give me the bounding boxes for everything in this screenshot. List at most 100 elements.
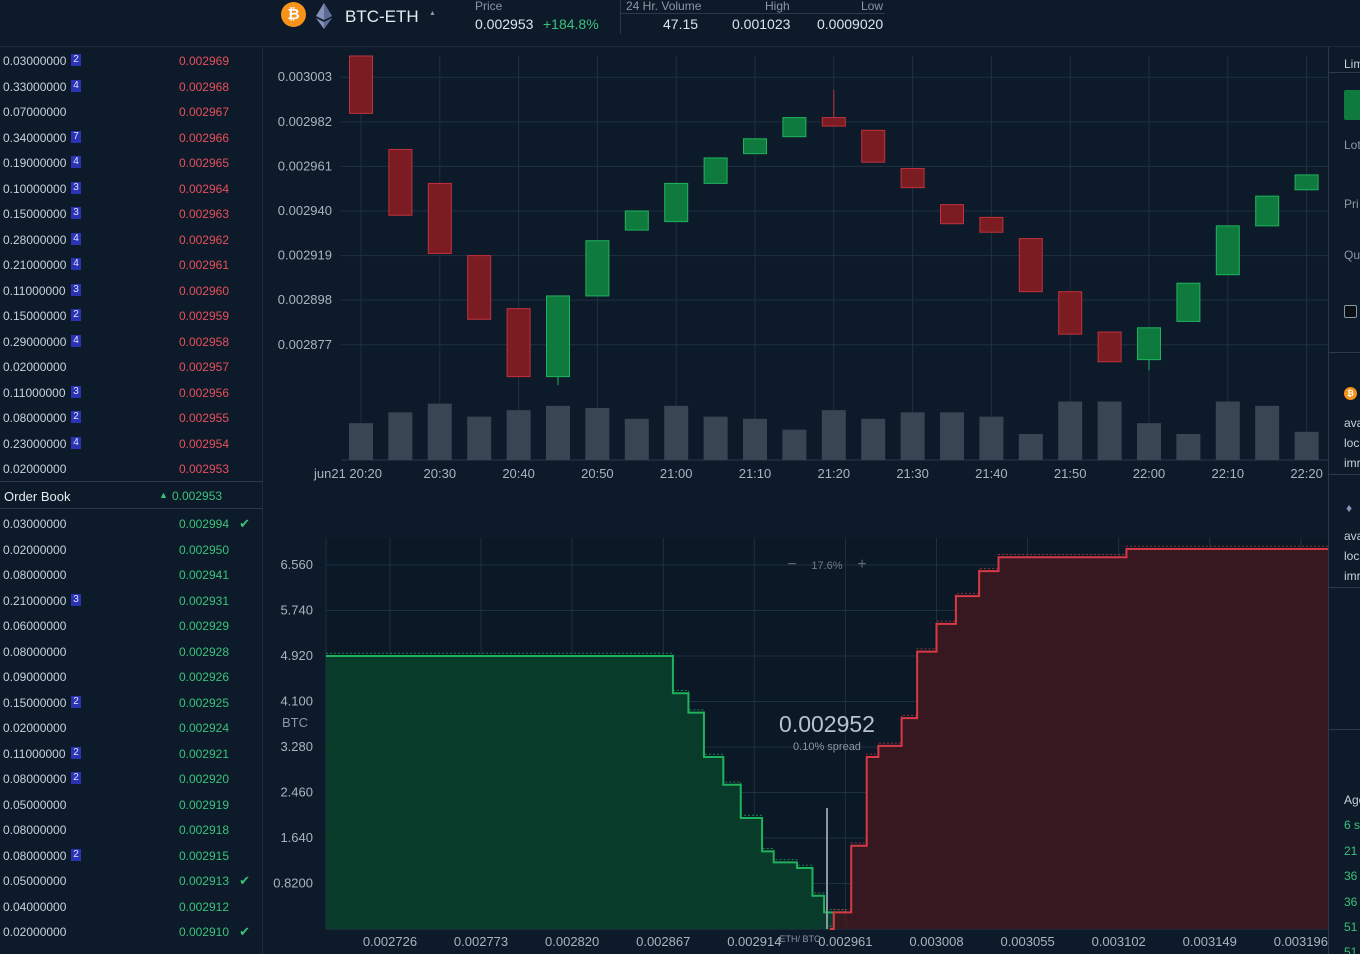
- panel-label: Qu: [1344, 248, 1360, 262]
- panel-divider: [1329, 352, 1360, 353]
- bid-row[interactable]: 0.03000000 0.002994 ✔: [0, 511, 263, 536]
- ask-row[interactable]: 0.15000000 3 0.002963: [0, 201, 263, 226]
- bid-row[interactable]: 0.08000000 2 0.002920: [0, 766, 263, 791]
- ask-row[interactable]: 0.11000000 3 0.002960: [0, 278, 263, 303]
- zoom-in-button[interactable]: +: [857, 556, 866, 573]
- order-price: 0.002957: [178, 360, 229, 374]
- y-tick-label: 0.002940: [278, 203, 332, 218]
- depth-y-label: BTC: [282, 715, 308, 730]
- price-label: Price: [475, 0, 503, 13]
- candle[interactable]: [1176, 282, 1201, 322]
- ask-row[interactable]: 0.23000000 4 0.002954: [0, 431, 263, 456]
- bid-row[interactable]: 0.08000000 0.002918: [0, 817, 263, 842]
- ask-row[interactable]: 0.10000000 3 0.002964: [0, 176, 263, 201]
- order-price: 0.002953: [178, 462, 229, 476]
- candle[interactable]: [624, 210, 649, 231]
- order-qty: 0.21000000: [3, 593, 67, 608]
- ask-row[interactable]: 0.07000000 0.002967: [0, 99, 263, 124]
- candle[interactable]: [703, 157, 728, 184]
- order-qty: 0.33000000: [3, 79, 67, 94]
- ask-row[interactable]: 0.34000000 7 0.002966: [0, 125, 263, 150]
- bid-row[interactable]: 0.15000000 2 0.002925: [0, 690, 263, 715]
- bid-row[interactable]: 0.08000000 2 0.002915: [0, 843, 263, 868]
- depth-areas: [326, 545, 1328, 930]
- candle[interactable]: [585, 240, 610, 297]
- candlestick-chart[interactable]: 0.003003 0.002982 0.002961 0.002940 0.002919…: [264, 48, 1328, 538]
- candle[interactable]: [1018, 238, 1043, 293]
- candle[interactable]: [427, 182, 452, 254]
- bid-row[interactable]: 0.08000000 0.002941: [0, 562, 263, 587]
- candle[interactable]: [1255, 195, 1280, 227]
- ask-row[interactable]: 0.02000000 0.002957: [0, 354, 263, 379]
- candle[interactable]: [1137, 327, 1161, 361]
- pair-selector[interactable]: BTC-ETH: [345, 7, 419, 27]
- bid-row[interactable]: 0.06000000 0.002929: [0, 613, 263, 638]
- ask-row[interactable]: 0.15000000 2 0.002959: [0, 303, 263, 328]
- ethereum-icon: [316, 3, 332, 29]
- bid-row[interactable]: 0.02000000 0.002950: [0, 537, 263, 562]
- volume-value: 47.15: [663, 16, 699, 32]
- bid-row[interactable]: 0.11000000 2 0.002921: [0, 741, 263, 766]
- x-tick-label: 21:00: [660, 466, 693, 481]
- volume-bar: [743, 418, 767, 460]
- panel-label: loc: [1344, 549, 1360, 563]
- x-tick-label: 20:30: [424, 466, 457, 481]
- buy-button[interactable]: [1344, 90, 1360, 120]
- candle[interactable]: [546, 295, 570, 378]
- candle-x-ticks: jun21 20:20 20:30 20:40 20:50 21:00 21:10 21:2…: [313, 466, 1323, 481]
- order-count-badge: 2: [71, 54, 81, 66]
- order-price: 0.002926: [178, 670, 229, 684]
- order-qty: 0.02000000: [3, 925, 67, 939]
- ask-row[interactable]: 0.08000000 2 0.002955: [0, 405, 263, 430]
- bid-row[interactable]: 0.09000000 0.002926: [0, 664, 263, 689]
- order-book-mid-price: 0.002953: [172, 489, 223, 503]
- ask-row[interactable]: 0.33000000 4 0.002968: [0, 74, 263, 99]
- candle[interactable]: [1097, 331, 1122, 363]
- ask-row[interactable]: 0.21000000 4 0.002961: [0, 252, 263, 277]
- option-checkbox[interactable]: [1344, 305, 1357, 318]
- depth-chart[interactable]: 6.560 5.740 4.920 4.100 3.280 2.460 1.640 0.820…: [264, 538, 1328, 954]
- candle[interactable]: [743, 138, 767, 155]
- candle[interactable]: [506, 308, 531, 378]
- order-book-title: Order Book: [4, 489, 71, 504]
- candle[interactable]: [900, 168, 925, 189]
- order-price: 0.002956: [178, 385, 229, 400]
- candle[interactable]: [1058, 291, 1083, 335]
- x-tick-label: 0.002773: [454, 934, 508, 949]
- candle[interactable]: [1215, 225, 1240, 276]
- candle[interactable]: [467, 255, 492, 320]
- ask-row[interactable]: 0.03000000 2 0.002969: [0, 48, 263, 73]
- ask-row[interactable]: 0.29000000 4 0.002958: [0, 329, 263, 354]
- bid-row[interactable]: 0.02000000 0.002924: [0, 715, 263, 740]
- ask-row[interactable]: 0.28000000 4 0.002962: [0, 227, 263, 252]
- zoom-out-button[interactable]: −: [787, 556, 796, 573]
- bid-row[interactable]: 0.04000000 0.002912: [0, 894, 263, 919]
- bid-row[interactable]: 0.21000000 3 0.002931: [0, 588, 263, 613]
- caret-up-icon[interactable]: ▲: [429, 10, 436, 17]
- order-qty: 0.11000000: [3, 283, 66, 298]
- panel-divider: [1329, 587, 1360, 588]
- volume-bar: [467, 416, 492, 460]
- candle[interactable]: [782, 117, 807, 138]
- bid-row[interactable]: 0.05000000 0.002913 ✔: [0, 868, 263, 893]
- ask-row[interactable]: 0.11000000 3 0.002956: [0, 380, 263, 405]
- bid-row[interactable]: 0.08000000 0.002928: [0, 639, 263, 664]
- order-count-badge: 2: [71, 772, 81, 784]
- candle[interactable]: [664, 182, 689, 223]
- volume-bar: [1255, 405, 1280, 460]
- candle[interactable]: [979, 216, 1004, 233]
- bid-row[interactable]: 0.02000000 0.002910 ✔: [0, 919, 263, 944]
- order-count-badge: 3: [71, 283, 81, 296]
- candle[interactable]: [1294, 174, 1319, 191]
- ask-row[interactable]: 0.19000000 4 0.002965: [0, 150, 263, 175]
- candle[interactable]: [388, 148, 413, 216]
- candle[interactable]: [821, 117, 846, 127]
- candle[interactable]: [349, 55, 373, 114]
- candle[interactable]: [861, 129, 886, 163]
- bid-row[interactable]: 0.05000000 0.002919: [0, 792, 263, 817]
- candle[interactable]: [940, 204, 964, 225]
- order-book: 0.03000000 2 0.002969 0.33000000 4 0.002968 0.…: [0, 47, 263, 954]
- ask-row[interactable]: 0.02000000 0.002953: [0, 456, 263, 481]
- volume-label: 24 Hr. Volume: [626, 0, 702, 13]
- volume-bar: [1097, 401, 1122, 460]
